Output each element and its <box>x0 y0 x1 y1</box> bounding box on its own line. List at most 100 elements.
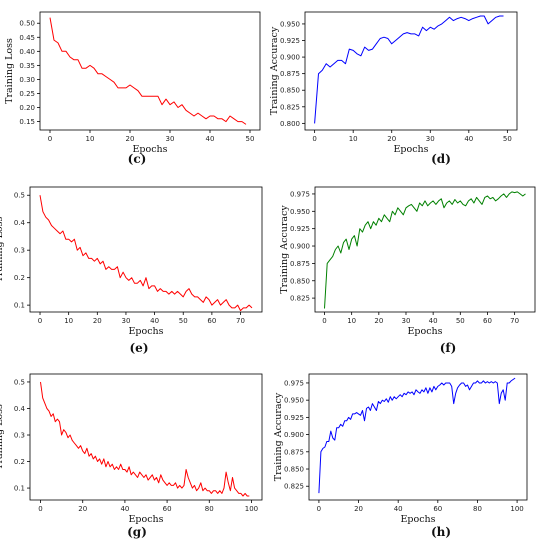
panel-h: 0 20 40 60 80 100 0.825 0.850 0.875 0.900 0.925 0.9… <box>273 362 550 540</box>
x-tick-label: 20 <box>126 135 135 143</box>
y-tick-label: 0.45 <box>19 34 35 42</box>
y-tick-label: 0.2 <box>14 458 25 466</box>
y-tick-label: 0.825 <box>290 295 310 303</box>
y-tick-label: 0.3 <box>14 247 25 255</box>
y-tick-label: 0.875 <box>280 70 300 78</box>
chart-g: 0 20 40 60 80 100 0.1 0.2 0.3 0.4 0.5 Epochs Trainin… <box>0 373 263 525</box>
y-tick-label: 0.825 <box>280 103 300 111</box>
series-line-d <box>314 15 504 124</box>
plot-frame-c <box>39 11 261 131</box>
plot-frame-f <box>314 186 536 313</box>
panel-f: 0 10 20 30 40 50 60 70 0.825 0.850 0.875 0.900 0.925… <box>275 175 550 360</box>
chart-f: 0 10 20 30 40 50 60 70 0.825 0.850 0.875 0.900 0.925… <box>279 186 536 337</box>
y-tick-label: 0.850 <box>280 87 300 95</box>
y-tick-label: 0.925 <box>290 225 310 233</box>
y-tick-label: 0.800 <box>280 120 300 128</box>
y-tick-label: 0.850 <box>284 466 304 474</box>
chart-c: 0 10 20 30 40 50 0.15 0.20 0.25 0.30 0.35 0.40 0.45 0… <box>4 11 261 155</box>
y-tick-label: 0.1 <box>14 485 25 493</box>
y-tick-label: 0.5 <box>14 192 25 200</box>
x-axis-label: Epochs <box>128 514 163 525</box>
y-axis-label: Training Accuracy <box>279 205 290 294</box>
series-line-g <box>40 381 250 497</box>
x-tick-label: 20 <box>387 135 396 143</box>
y-tick-label: 0.40 <box>19 48 35 56</box>
chart-d: 0 10 20 30 40 50 0.800 0.825 0.850 0.875 0.900 0.92… <box>269 11 518 155</box>
plot-frame-d <box>304 11 518 131</box>
y-axis-label: Training Loss <box>0 217 5 283</box>
y-tick-label: 0.20 <box>19 104 35 112</box>
panel-label-d: (d) <box>431 152 451 166</box>
y-tick-label: 0.4 <box>14 405 26 413</box>
x-tick-label: 40 <box>464 135 473 143</box>
x-tick-label: 80 <box>205 505 214 513</box>
series-line-f <box>324 191 526 309</box>
chart-e: 0 10 20 30 40 50 60 70 0.1 0.2 0.3 0.4 0.5 Epochs Trai… <box>0 186 263 337</box>
y-tick-label: 0.950 <box>284 397 304 405</box>
y-tick-label: 0.25 <box>19 90 35 98</box>
x-tick-label: 20 <box>78 505 87 513</box>
x-tick-label: 100 <box>245 505 258 513</box>
plot-frame-h <box>308 373 528 501</box>
y-tick-label: 0.900 <box>280 54 300 62</box>
x-axis-label: Epochs <box>132 144 167 155</box>
x-tick-label: 40 <box>394 505 403 513</box>
x-tick-label: 30 <box>426 135 435 143</box>
y-axis-label: Training Loss <box>4 38 15 104</box>
y-tick-label: 0.825 <box>284 483 304 491</box>
x-tick-label: 60 <box>433 505 442 513</box>
x-tick-label: 0 <box>312 135 316 143</box>
panel-label-c: (c) <box>127 152 147 166</box>
y-tick-label: 0.975 <box>290 190 310 198</box>
x-tick-label: 0 <box>322 317 326 325</box>
x-axis-label: Epochs <box>128 326 163 337</box>
x-tick-label: 40 <box>429 317 438 325</box>
y-tick-label: 0.5 <box>14 378 25 386</box>
y-tick-label: 0.925 <box>284 414 304 422</box>
y-tick-label: 0.50 <box>19 20 35 28</box>
x-tick-label: 70 <box>510 317 519 325</box>
y-tick-label: 0.2 <box>14 274 25 282</box>
y-tick-label: 0.925 <box>280 37 300 45</box>
x-tick-label: 50 <box>503 135 512 143</box>
x-tick-label: 10 <box>349 135 358 143</box>
panel-label-f: (f) <box>439 341 457 355</box>
y-tick-label: 0.875 <box>290 260 310 268</box>
y-tick-label: 0.900 <box>284 431 304 439</box>
x-tick-label: 20 <box>93 317 102 325</box>
x-tick-label: 10 <box>347 317 356 325</box>
x-tick-label: 30 <box>402 317 411 325</box>
y-tick-label: 0.950 <box>280 20 300 28</box>
plot-frame-g <box>29 373 263 501</box>
x-tick-label: 0 <box>38 317 42 325</box>
y-tick-label: 0.975 <box>284 379 304 387</box>
y-tick-label: 0.1 <box>14 302 25 310</box>
x-tick-label: 40 <box>120 505 129 513</box>
y-tick-label: 0.3 <box>14 432 25 440</box>
x-tick-label: 0 <box>38 505 42 513</box>
x-tick-label: 10 <box>64 317 73 325</box>
y-axis-label: Training Loss <box>0 404 5 470</box>
panel-label-h: (h) <box>430 525 452 539</box>
y-tick-label: 0.875 <box>284 448 304 456</box>
x-tick-label: 0 <box>317 505 321 513</box>
x-tick-label: 50 <box>456 317 465 325</box>
x-tick-label: 60 <box>483 317 492 325</box>
panel-g: 0 20 40 60 80 100 0.1 0.2 0.3 0.4 0.5 Epochs Trainin… <box>0 362 275 540</box>
y-tick-label: 0.850 <box>290 277 310 285</box>
x-tick-label: 50 <box>179 317 188 325</box>
y-tick-label: 0.35 <box>19 62 35 70</box>
x-tick-label: 10 <box>86 135 95 143</box>
x-axis-label: Epochs <box>400 514 435 525</box>
x-axis-label: Epochs <box>393 144 428 155</box>
series-line-h <box>318 377 516 494</box>
y-tick-label: 0.30 <box>19 76 35 84</box>
x-tick-label: 40 <box>150 317 159 325</box>
series-line-e <box>39 195 253 312</box>
x-tick-label: 40 <box>206 135 215 143</box>
x-tick-label: 70 <box>236 317 245 325</box>
x-tick-label: 20 <box>374 317 383 325</box>
plot-frame-e <box>29 186 263 313</box>
y-axis-label: Training Accuracy <box>273 392 284 481</box>
